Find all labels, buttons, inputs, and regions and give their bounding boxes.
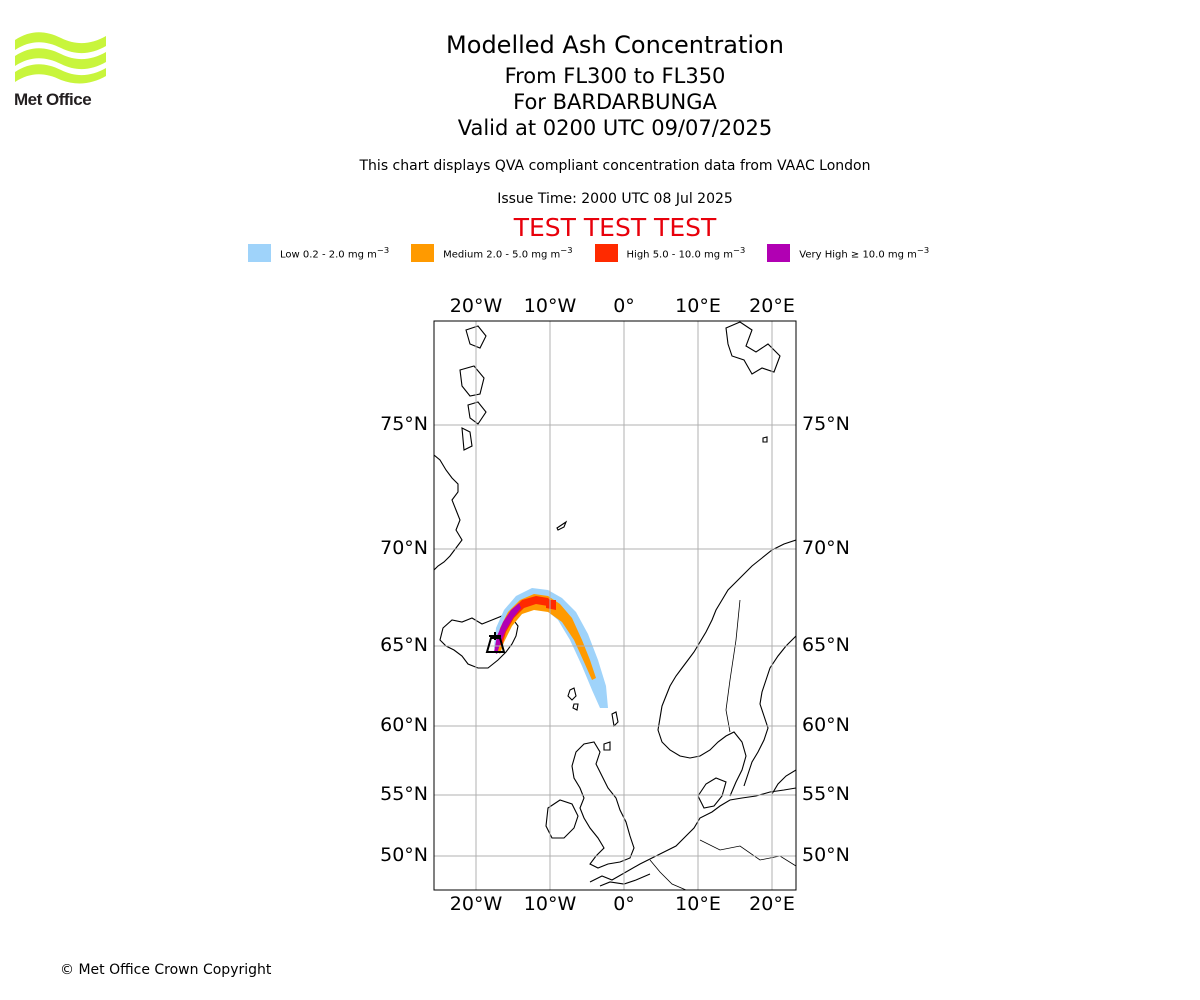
legend-item-medium: Medium 2.0 - 5.0 mg m−3: [411, 244, 573, 262]
greenland-islands: [459, 325, 487, 451]
lat-label-right-75n: 75°N: [802, 413, 850, 435]
test-banner: TEST TEST TEST: [513, 213, 717, 242]
sweden-finland-coast: [743, 635, 796, 787]
qva-note: This chart displays QVA compliant concen…: [359, 158, 871, 174]
lon-label-top-10w: 10°W: [524, 295, 577, 317]
lon-label-bottom-20w: 20°W: [450, 893, 503, 915]
lon-label-bottom-10w: 10°W: [524, 893, 577, 915]
legend: Low 0.2 - 2.0 mg m−3 Medium 2.0 - 5.0 mg…: [248, 244, 951, 262]
chart-title: Modelled Ash Concentration: [446, 31, 784, 59]
legend-swatch-medium: [411, 244, 435, 262]
lat-label-right-50n: 50°N: [802, 844, 850, 866]
lat-label-right-70n: 70°N: [802, 537, 850, 559]
denmark-coast: [697, 777, 727, 809]
lat-label-left-75n: 75°N: [380, 413, 428, 435]
legend-swatch-high: [594, 244, 618, 262]
legend-item-very-high: Very High ≥ 10.0 mg m−3: [767, 244, 929, 262]
lon-label-top-20e: 20°E: [749, 295, 795, 317]
ash-medium-zone: [496, 594, 596, 680]
lat-label-left-55n: 55°N: [380, 783, 428, 805]
lon-label-bottom-20e: 20°E: [749, 893, 795, 915]
ireland-coast: [545, 799, 579, 839]
lat-label-right-60n: 60°N: [802, 714, 850, 736]
lat-label-right-55n: 55°N: [802, 783, 850, 805]
lon-label-top-10e: 10°E: [675, 295, 721, 317]
continent-coast: [589, 787, 796, 883]
legend-swatch-very-high: [767, 244, 791, 262]
legend-item-high: High 5.0 - 10.0 mg m−3: [594, 244, 746, 262]
volcano-name: For BARDARBUNGA: [513, 90, 717, 114]
border-inland-europe-2: [649, 859, 687, 890]
lat-label-left-65n: 65°N: [380, 634, 428, 656]
baltic-coast: [771, 769, 796, 795]
lon-label-bottom-10e: 10°E: [675, 893, 721, 915]
lat-label-left-70n: 70°N: [380, 537, 428, 559]
iceland-coast: [439, 615, 519, 669]
scotland-england-coast: [571, 741, 635, 869]
jan-mayen: [556, 520, 568, 531]
legend-swatch-low: [248, 244, 271, 262]
norway-coast: [657, 539, 796, 797]
logo-wordmark: Met Office: [14, 90, 92, 109]
border-norway-sweden: [725, 599, 741, 733]
legend-label-high: High 5.0 - 10.0 mg m−3: [626, 245, 746, 261]
legend-label-very-high: Very High ≥ 10.0 mg m−3: [799, 245, 930, 261]
copyright: © Met Office Crown Copyright: [60, 962, 272, 978]
lon-label-bottom-0: 0°: [613, 893, 635, 915]
border-inland-europe: [699, 839, 796, 867]
map-frame: [433, 320, 797, 891]
ash-high-patch: [546, 600, 556, 610]
valid-time: Valid at 0200 UTC 09/07/2025: [457, 116, 773, 140]
volcano-icon: [485, 632, 506, 653]
flight-level-range: From FL300 to FL350: [504, 64, 726, 88]
france-coast: [599, 873, 651, 887]
lon-label-top-0: 0°: [613, 295, 635, 317]
shetland-orkney: [603, 711, 619, 751]
legend-label-low: Low 0.2 - 2.0 mg m−3: [280, 245, 390, 261]
ash-plume: [494, 588, 608, 708]
greenland-coast: [434, 454, 463, 571]
logo-waves-icon: [15, 32, 106, 84]
gridlines: [434, 321, 796, 890]
lat-label-left-60n: 60°N: [380, 714, 428, 736]
svalbard-coast: [725, 321, 781, 375]
faroe-islands: [567, 687, 579, 711]
issue-time: Issue Time: 2000 UTC 08 Jul 2025: [497, 191, 733, 207]
lon-label-top-20w: 20°W: [450, 295, 503, 317]
lat-label-left-50n: 50°N: [380, 844, 428, 866]
map-canvas: [434, 321, 796, 890]
legend-label-medium: Medium 2.0 - 5.0 mg m−3: [443, 245, 573, 261]
met-office-logo: Met Office: [14, 30, 108, 112]
legend-item-low: Low 0.2 - 2.0 mg m−3: [248, 244, 389, 262]
bear-island: [762, 436, 768, 443]
borders: [649, 599, 796, 890]
lat-label-right-65n: 65°N: [802, 634, 850, 656]
coastlines: [434, 321, 796, 887]
